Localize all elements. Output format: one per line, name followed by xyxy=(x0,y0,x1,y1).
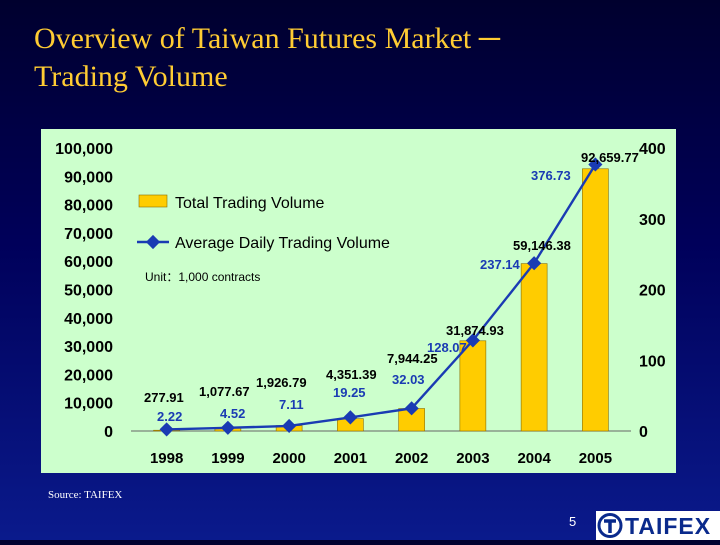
line-value-label: 237.14 xyxy=(480,257,521,272)
taifex-logo: TAIFEX xyxy=(596,511,720,540)
line-point-average-daily xyxy=(527,256,542,271)
unit-note: Unit：1,000 contracts xyxy=(145,270,260,284)
line-value-label: 4.52 xyxy=(220,406,245,421)
x-tick-label: 2005 xyxy=(579,450,612,467)
y-left-tick-label: 40,000 xyxy=(64,311,113,328)
line-value-label: 32.03 xyxy=(392,372,425,387)
bar-value-label: 1,926.79 xyxy=(256,375,307,390)
x-tick-label: 1999 xyxy=(211,450,244,467)
bar-total-volume xyxy=(582,168,609,432)
bar-total-volume xyxy=(459,340,487,432)
line-point-average-daily xyxy=(220,420,235,435)
y-right-tick-label: 0 xyxy=(639,424,648,441)
bar-value-label: 92,659.77 xyxy=(581,150,639,165)
bar-total-volume xyxy=(520,263,548,432)
line-value-label: 128.07 xyxy=(427,340,467,355)
y-left-tick-label: 90,000 xyxy=(64,169,113,186)
slide-title: Overview of Taiwan Futures Market ─ Trad… xyxy=(34,20,694,96)
bar-value-label: 31,874.93 xyxy=(446,323,504,338)
line-value-label: 376.73 xyxy=(531,168,571,183)
source-note: Source: TAIFEX xyxy=(48,489,123,501)
legend-marker-average-daily xyxy=(145,234,161,250)
line-point-average-daily xyxy=(465,333,480,348)
y-left-tick-label: 80,000 xyxy=(64,198,113,215)
y-right-tick-label: 200 xyxy=(639,283,666,300)
y-left-tick-label: 0 xyxy=(104,424,113,441)
x-tick-label: 2002 xyxy=(395,450,428,467)
y-left-tick-label: 60,000 xyxy=(64,254,113,271)
legend-label-total-volume: Total Trading Volume xyxy=(175,195,325,212)
line-value-label: 19.25 xyxy=(333,385,366,400)
y-left-tick-label: 70,000 xyxy=(64,226,113,243)
bar-value-label: 59,146.38 xyxy=(513,238,571,253)
line-value-label: 7.11 xyxy=(279,397,304,412)
slide-title-line2: Trading Volume xyxy=(34,60,228,93)
line-point-average-daily xyxy=(588,157,603,172)
page-number: 5 xyxy=(569,514,577,529)
line-point-average-daily xyxy=(282,418,297,434)
y-right-tick-label: 400 xyxy=(639,141,666,158)
y-left-tick-label: 10,000 xyxy=(64,396,113,413)
slide-title-line1: Overview of Taiwan Futures Market ─ xyxy=(34,22,500,55)
legend-swatch-total-volume xyxy=(138,194,168,208)
bar-value-label: 7,944.25 xyxy=(387,351,438,366)
x-tick-label: 2000 xyxy=(272,450,305,467)
y-left-tick-label: 20,000 xyxy=(64,367,113,384)
y-left-tick-label: 50,000 xyxy=(64,283,113,300)
trading-volume-chart: 0 10,000 20,000 30,000 40,000 50,000 60,000 70,… xyxy=(55,141,666,467)
bar-value-label: 277.91 xyxy=(144,390,184,405)
line-point-average-daily xyxy=(159,422,174,437)
bar-value-label: 4,351.39 xyxy=(326,367,377,382)
bar-value-label: 1,077.67 xyxy=(199,384,250,399)
svg-text:TAIFEX: TAIFEX xyxy=(625,513,711,539)
line-point-average-daily xyxy=(404,401,419,416)
chart-panel: 0 10,000 20,000 30,000 40,000 50,000 60,000 70,… xyxy=(41,129,676,473)
y-right-tick-label: 100 xyxy=(639,353,666,370)
x-tick-label: 1998 xyxy=(150,450,183,467)
x-tick-label: 2001 xyxy=(334,450,367,467)
y-left-tick-label: 30,000 xyxy=(64,339,113,356)
y-right-tick-label: 300 xyxy=(639,212,666,229)
x-tick-label: 2004 xyxy=(517,450,551,467)
line-point-average-daily xyxy=(343,410,358,425)
line-average-daily xyxy=(166,163,597,431)
line-value-label: 2.22 xyxy=(157,409,182,424)
y-left-tick-label: 100,000 xyxy=(55,141,113,158)
x-tick-label: 2003 xyxy=(456,450,489,467)
legend-label-average-daily: Average Daily Trading Volume xyxy=(175,235,390,252)
